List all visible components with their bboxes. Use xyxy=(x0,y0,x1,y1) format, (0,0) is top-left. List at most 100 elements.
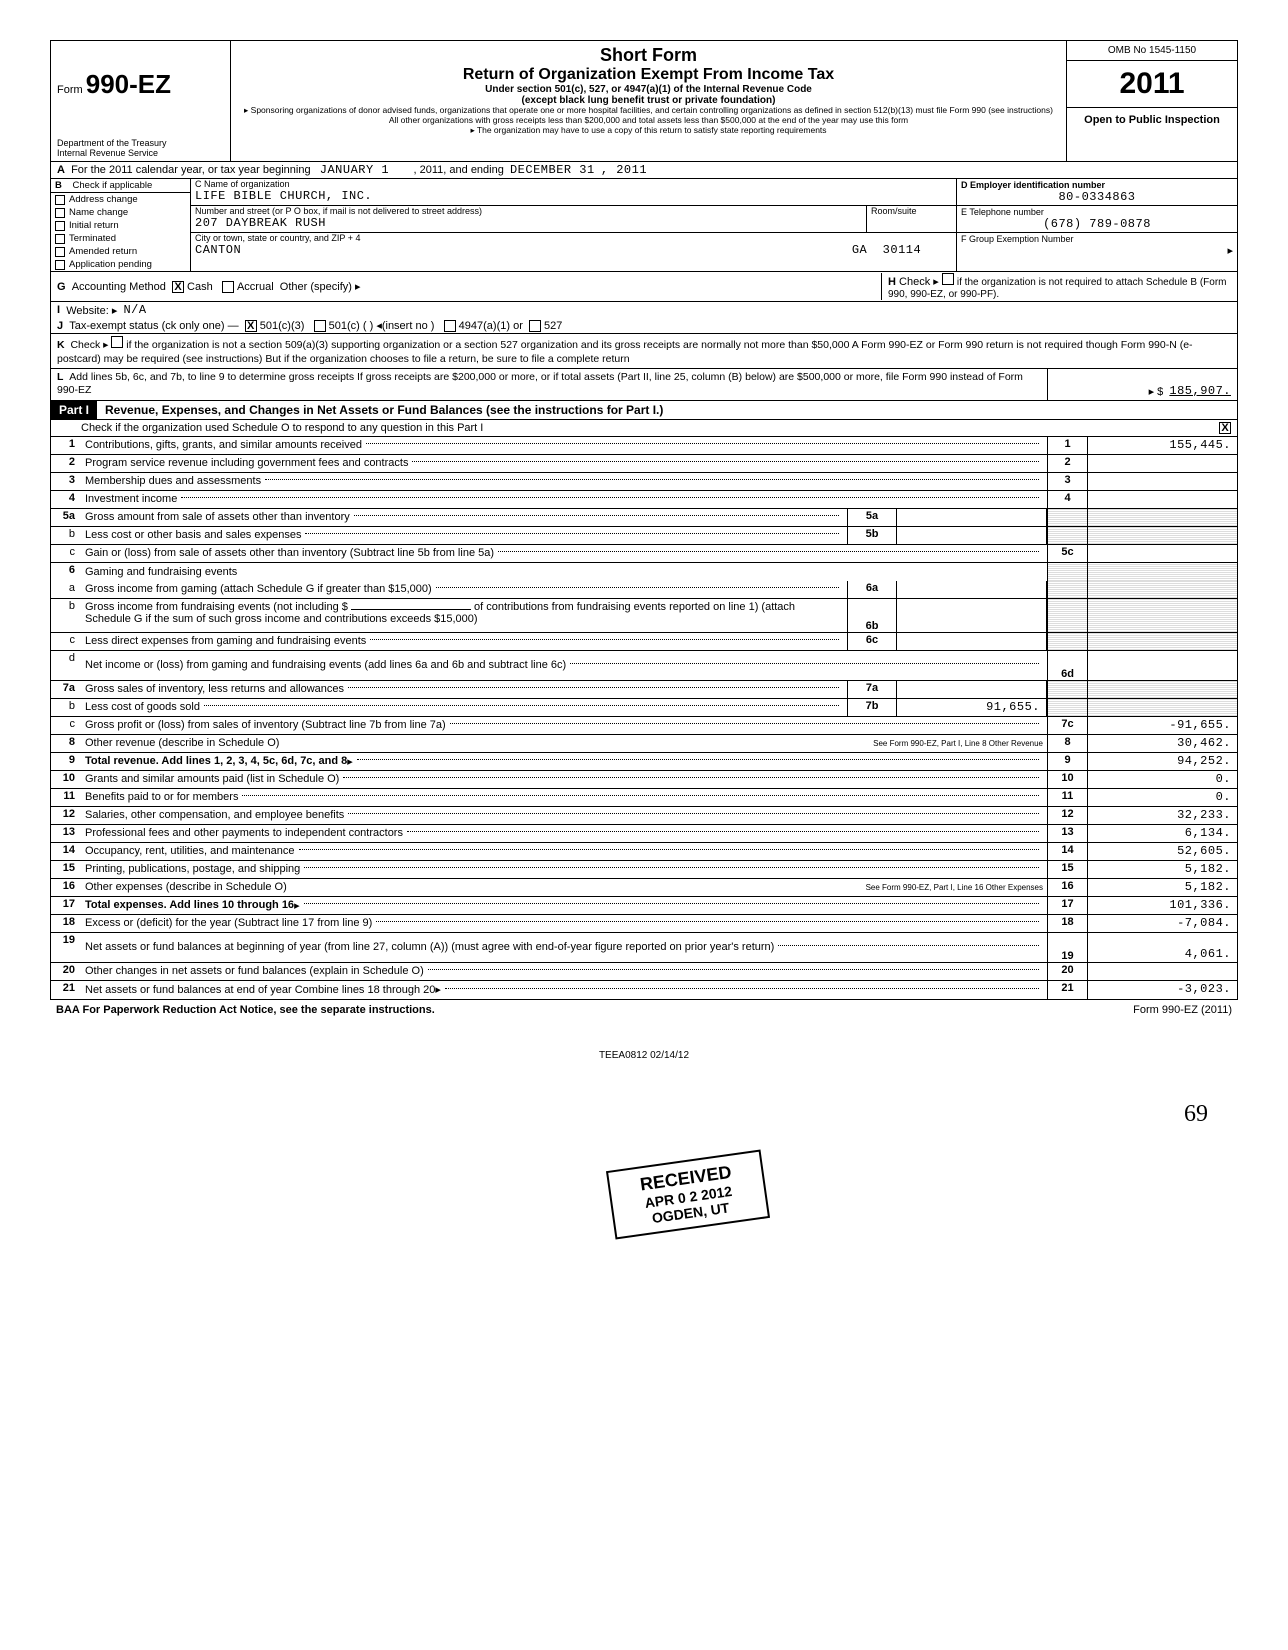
line-6c-num: c xyxy=(51,633,81,650)
ck-part1-schedo[interactable]: X xyxy=(1219,422,1231,434)
ck-name-change[interactable] xyxy=(55,208,65,218)
ck-amended-return[interactable] xyxy=(55,247,65,257)
org-zip: 30114 xyxy=(883,243,922,257)
line-19: 19Net assets or fund balances at beginni… xyxy=(51,933,1237,963)
line-5a-desc: Gross amount from sale of assets other t… xyxy=(85,511,350,523)
ck-501c[interactable] xyxy=(314,320,326,332)
line-6b-desc1: Gross income from fundraising events (no… xyxy=(85,601,348,613)
col-c-org: C Name of organization LIFE BIBLE CHURCH… xyxy=(191,179,957,271)
ck-cash[interactable]: X xyxy=(172,281,184,293)
received-stamp: RECEIVED APR 0 2 2012 OGDEN, UT xyxy=(606,1149,770,1239)
part1-tag: Part I xyxy=(51,401,97,419)
line-16-note: See Form 990-EZ, Part I, Line 16 Other E… xyxy=(866,883,1043,892)
l-text: Add lines 5b, 6c, and 7b, to line 9 to d… xyxy=(57,371,1023,396)
line-6b: b Gross income from fundraising events (… xyxy=(51,599,1237,633)
city-label: City or town, state or country, and ZIP … xyxy=(191,233,956,243)
line-5a: 5aGross amount from sale of assets other… xyxy=(51,509,1237,527)
lbl-4947: 4947(a)(1) or xyxy=(459,320,523,332)
open-to-public: Open to Public Inspection xyxy=(1067,108,1237,132)
line-4-desc: Investment income xyxy=(85,493,177,505)
line-13: 13Professional fees and other payments t… xyxy=(51,825,1237,843)
line-8-note: See Form 990-EZ, Part I, Line 8 Other Re… xyxy=(873,739,1043,748)
line-20-val xyxy=(1087,963,1237,980)
line-11: 11Benefits paid to or for members 110. xyxy=(51,789,1237,807)
line-18-desc: Excess or (deficit) for the year (Subtra… xyxy=(85,917,372,929)
footer-right: Form 990-EZ (2011) xyxy=(1133,1004,1232,1016)
row-i: I Website: ▸ N/A xyxy=(51,302,1237,318)
e-label: E Telephone number xyxy=(961,207,1233,217)
dept-line1: Department of the Treasury xyxy=(57,138,167,148)
line-17-desc: Total expenses. Add lines 10 through 16 xyxy=(85,899,294,911)
k-text: if the organization is not a section 509… xyxy=(57,339,1193,365)
website-value: N/A xyxy=(123,303,146,317)
line-21-desc: Net assets or fund balances at end of ye… xyxy=(85,984,435,996)
lbl-other: Other (specify) ▸ xyxy=(280,280,361,293)
line-3-val xyxy=(1087,473,1237,490)
line-5c-val xyxy=(1087,545,1237,562)
lbl-initial-return: Initial return xyxy=(69,220,119,231)
part1-header: Part I Revenue, Expenses, and Changes in… xyxy=(51,401,1237,420)
lbl-application-pending: Application pending xyxy=(69,259,152,270)
line-1: 1Contributions, gifts, grants, and simil… xyxy=(51,437,1237,455)
ck-accrual[interactable] xyxy=(222,281,234,293)
gross-receipts: 185,907. xyxy=(1169,384,1231,398)
line-4-val xyxy=(1087,491,1237,508)
line-12-val: 32,233. xyxy=(1087,807,1237,824)
line-20: 20Other changes in net assets or fund ba… xyxy=(51,963,1237,981)
line-6-desc: Gaming and fundraising events xyxy=(85,566,237,578)
line-12: 12Salaries, other compensation, and empl… xyxy=(51,807,1237,825)
h-text: if the organization is not required to a… xyxy=(888,277,1227,300)
line-7c-num: c xyxy=(51,717,81,734)
ck-527[interactable] xyxy=(529,320,541,332)
line-17: 17Total expenses. Add lines 10 through 1… xyxy=(51,897,1237,915)
lbl-accrual: Accrual xyxy=(237,281,274,293)
line-1-val: 155,445. xyxy=(1087,437,1237,454)
header-tiny2: ▸ The organization may have to use a cop… xyxy=(239,126,1058,136)
subtitle-section: Under section 501(c), 527, or 4947(a)(1)… xyxy=(239,84,1058,95)
line-15-desc: Printing, publications, postage, and shi… xyxy=(85,863,300,875)
form-frame: Form 990-EZ Department of the Treasury I… xyxy=(50,40,1238,1000)
row-gh: G Accounting Method X Cash Accrual Other… xyxy=(51,272,1237,302)
line-21-val: -3,023. xyxy=(1087,981,1237,999)
row-l: L Add lines 5b, 6c, and 7b, to line 9 to… xyxy=(51,369,1237,400)
i-label: Website: ▸ xyxy=(66,304,117,317)
line-5b-desc: Less cost or other basis and sales expen… xyxy=(85,529,301,541)
line-6c: cLess direct expenses from gaming and fu… xyxy=(51,633,1237,651)
period-end-year: , 2011 xyxy=(601,163,647,177)
line-6d-desc: Net income or (loss) from gaming and fun… xyxy=(85,659,566,671)
ck-501c3[interactable]: X xyxy=(245,320,257,332)
line-1-desc: Contributions, gifts, grants, and simila… xyxy=(85,439,362,451)
line-14: 14Occupancy, rent, utilities, and mainte… xyxy=(51,843,1237,861)
lbl-amended-return: Amended return xyxy=(69,246,137,257)
ck-4947[interactable] xyxy=(444,320,456,332)
line-7c-desc: Gross profit or (loss) from sales of inv… xyxy=(85,719,446,731)
ck-h[interactable] xyxy=(942,273,954,285)
ein-value: 80-0334863 xyxy=(961,190,1233,204)
line-13-desc: Professional fees and other payments to … xyxy=(85,827,403,839)
line-11-val: 0. xyxy=(1087,789,1237,806)
line-16-desc: Other expenses (describe in Schedule O) xyxy=(85,881,287,893)
tax-year: 2011 xyxy=(1067,61,1237,108)
page-footer: BAA For Paperwork Reduction Act Notice, … xyxy=(50,1000,1238,1020)
lbl-name-change: Name change xyxy=(69,207,128,218)
line-6d-num: d xyxy=(51,651,81,680)
g-label: Accounting Method xyxy=(72,281,166,293)
line-21: 21Net assets or fund balances at end of … xyxy=(51,981,1237,999)
line-6a: aGross income from gaming (attach Schedu… xyxy=(51,581,1237,599)
line-7c-val: -91,655. xyxy=(1087,717,1237,734)
ck-address-change[interactable] xyxy=(55,195,65,205)
ck-k[interactable] xyxy=(111,336,123,348)
k-label: Check ▸ xyxy=(70,339,108,351)
line-a: A For the 2011 calendar year, or tax yea… xyxy=(51,162,1237,179)
ck-initial-return[interactable] xyxy=(55,221,65,231)
lbl-address-change: Address change xyxy=(69,194,138,205)
phone-value: (678) 789-0878 xyxy=(961,217,1233,231)
ck-application-pending[interactable] xyxy=(55,260,65,270)
line-8-desc: Other revenue (describe in Schedule O) xyxy=(85,737,279,749)
header-right: OMB No 1545-1150 2011 Open to Public Ins… xyxy=(1067,41,1237,161)
ck-terminated[interactable] xyxy=(55,234,65,244)
line-8: 8Other revenue (describe in Schedule O)S… xyxy=(51,735,1237,753)
lbl-cash: Cash xyxy=(187,281,213,293)
line-7b: bLess cost of goods sold 7b91,655. xyxy=(51,699,1237,717)
form-990ez-page: Form 990-EZ Department of the Treasury I… xyxy=(50,40,1238,1128)
